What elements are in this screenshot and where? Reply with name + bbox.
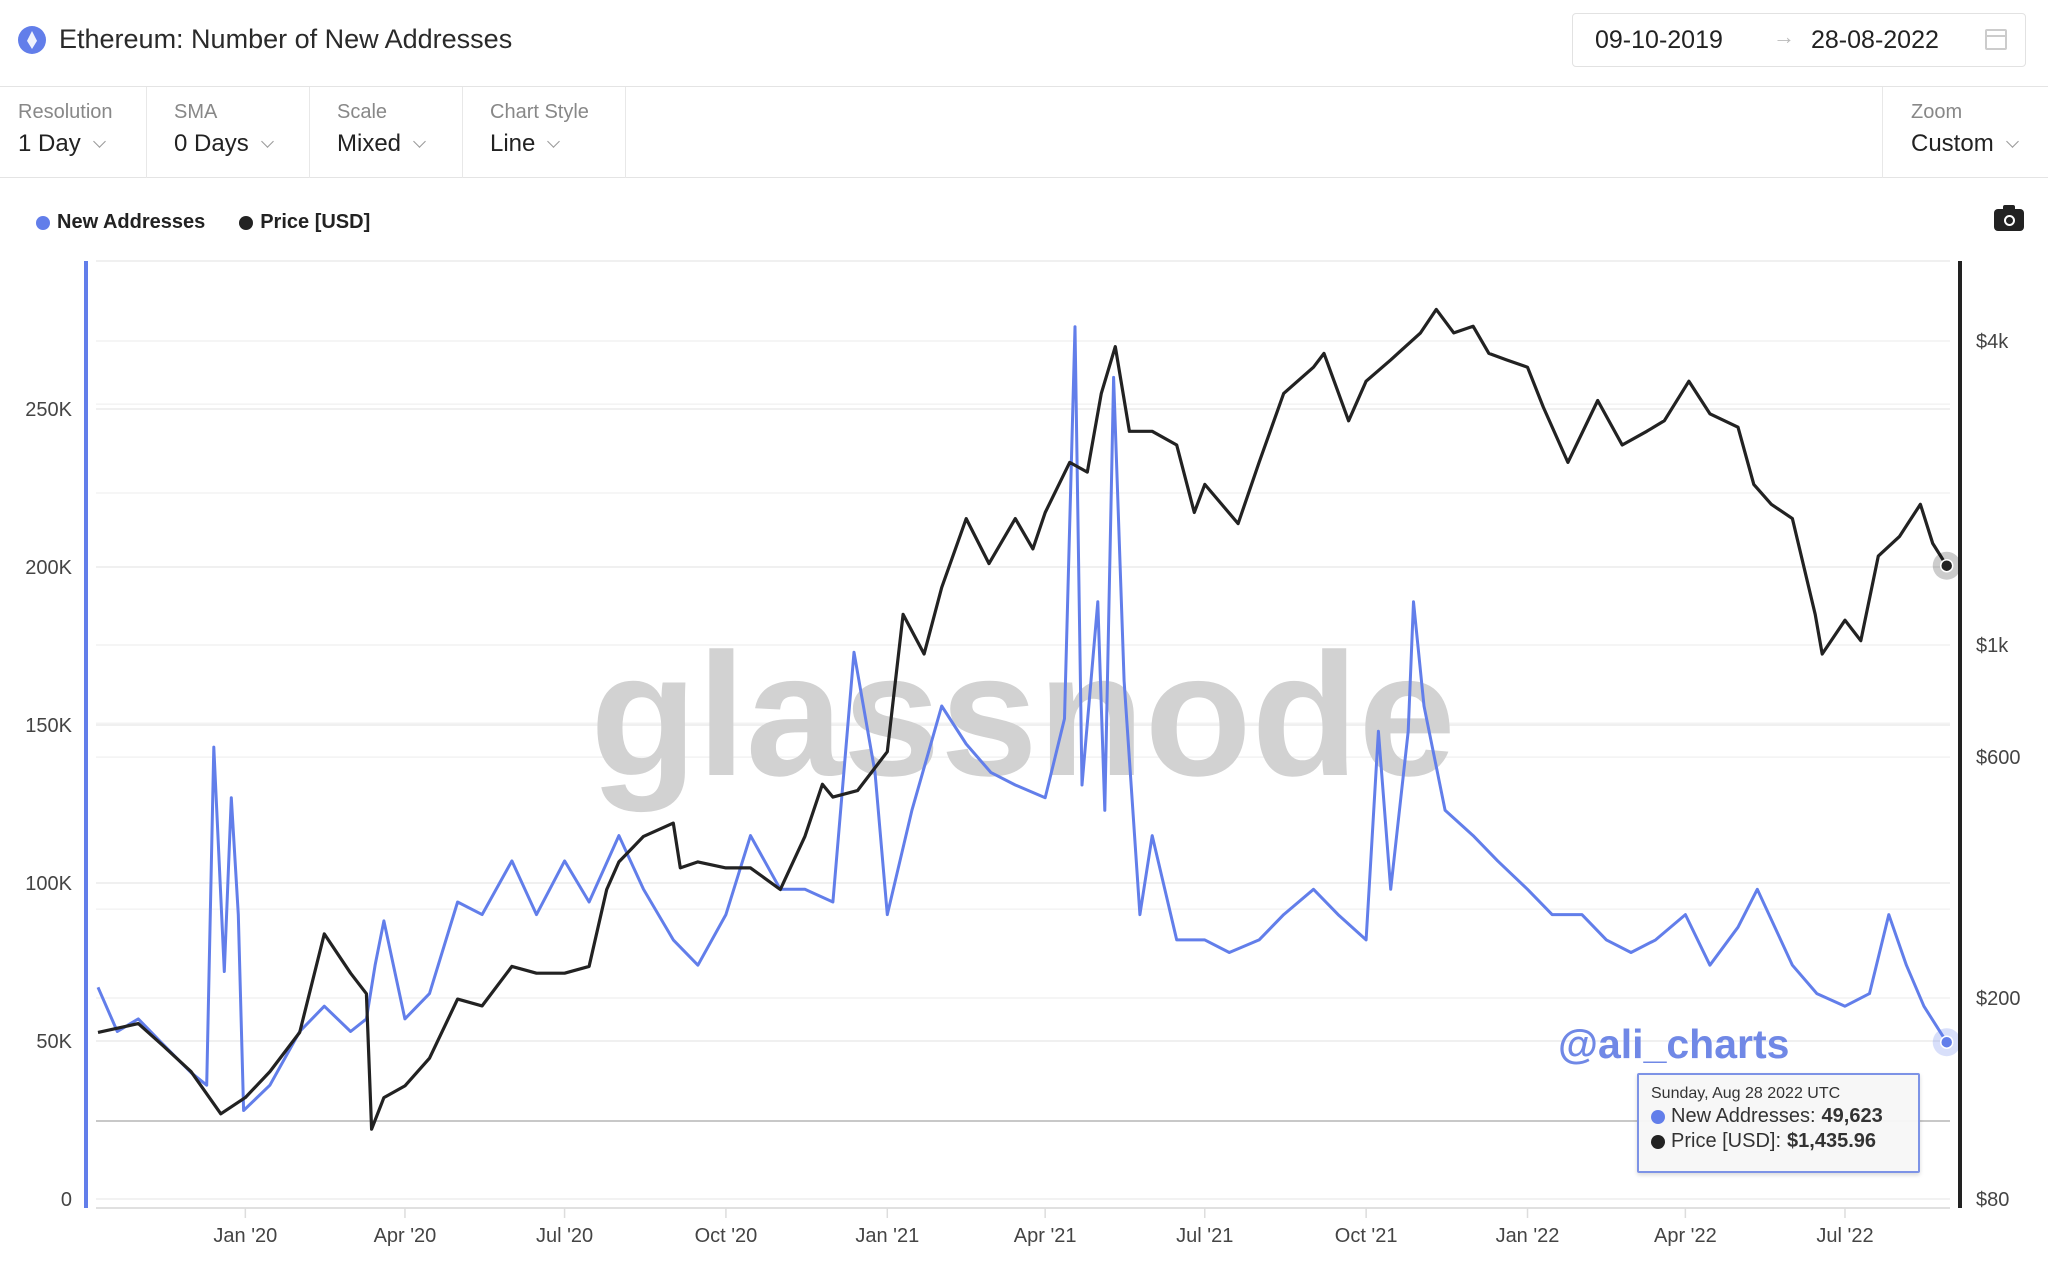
tooltip: Sunday, Aug 28 2022 UTC New Addresses: 49… [1637,1073,1920,1173]
scale-value: Mixed [337,130,402,157]
tooltip-dot-icon [1651,1134,1665,1149]
sma-value: 0 Days [174,130,249,157]
legend-item-price[interactable]: Price [USD] [239,211,370,234]
series-price-line [97,307,1949,1131]
x-tick-label: Jul '22 [1816,1225,1873,1247]
resolution-select[interactable]: Resolution 1 Day [0,87,147,178]
x-tick-label: Apr '20 [374,1225,437,1247]
arrow-right-icon: → [1773,24,1795,49]
legend-dot-icon [239,215,254,230]
header: Ethereum: Number of New Addresses 09-10-… [0,0,2048,87]
tooltip-date: Sunday, Aug 28 2022 UTC [1651,1085,1841,1102]
y-left-tick-label: 0 [61,1189,72,1211]
x-tick-label: Oct '20 [695,1225,758,1247]
legend-label: Price [USD] [260,211,371,233]
chart-legend: New Addresses Price [USD] [36,211,370,234]
calendar-icon[interactable] [1985,29,2007,50]
date-range-picker[interactable]: 09-10-2019 → 28-08-2022 [1572,13,2026,67]
watermark: glassnode [590,618,1456,813]
y-left-tick-label: 50K [36,1031,72,1053]
hover-marker-point [1939,558,1954,573]
page-title: Ethereum: Number of New Addresses [59,24,513,54]
author-annotation: @ali_charts [1558,1021,1789,1067]
legend-item-new-addresses[interactable]: New Addresses [36,211,205,234]
tooltip-price-value: $1,435.96 [1787,1130,1877,1152]
ethereum-icon [18,26,46,54]
zoom-label: Zoom [1911,101,1963,123]
tooltip-dot-icon [1651,1109,1665,1124]
tooltip-price-label: Price [USD]: [1671,1130,1782,1152]
tooltip-addr-value: 49,623 [1821,1105,1883,1127]
x-tick-label: Jan '21 [855,1225,919,1247]
chart-style-select[interactable]: Chart Style Line [463,87,626,178]
sma-label: SMA [174,101,218,123]
camera-icon[interactable] [1994,205,2024,231]
x-tick-label: Oct '21 [1335,1225,1398,1247]
x-tick-label: Jan '20 [213,1225,277,1247]
zoom-select[interactable]: Zoom Custom [1882,87,2048,178]
y-right-tick-label: $4k [1976,331,2009,353]
x-tick-label: Jul '20 [536,1225,593,1247]
chart-style-label: Chart Style [490,101,589,123]
toolbar: Resolution 1 Day SMA 0 Days Scale Mixed … [0,87,2048,178]
zoom-value: Custom [1911,130,1994,157]
x-tick-label: Jul '21 [1176,1225,1233,1247]
x-tick-label: Apr '22 [1654,1225,1717,1247]
resolution-label: Resolution [18,101,113,123]
sma-select[interactable]: SMA 0 Days [147,87,310,178]
y-right-tick-label: $1k [1976,635,2009,657]
end-date-input[interactable]: 28-08-2022 [1811,26,1939,54]
resolution-value: 1 Day [18,130,81,157]
legend-dot-icon [36,215,50,230]
legend-label: New Addresses [57,211,206,233]
chart-style-value: Line [490,130,536,157]
y-right-tick-label: $600 [1976,747,2021,769]
y-left-tick-label: 150K [25,715,72,737]
y-right-tick-label: $200 [1976,988,2021,1010]
hover-marker-point [1939,1035,1954,1049]
y-left-tick-label: 200K [25,557,72,579]
y-left-tick-label: 100K [25,873,72,895]
scale-label: Scale [337,101,388,123]
start-date-input[interactable]: 09-10-2019 [1595,26,1723,54]
y-right-tick-label: $80 [1976,1189,2009,1211]
x-tick-label: Jan '22 [1496,1225,1560,1247]
y-left-tick-label: 250K [25,399,72,421]
tooltip-addr-label: New Addresses: [1671,1105,1816,1127]
series-new-addresses-line [96,325,1948,1112]
scale-select[interactable]: Scale Mixed [310,87,463,178]
x-tick-label: Apr '21 [1014,1225,1077,1247]
grid-lines [96,260,1950,1209]
